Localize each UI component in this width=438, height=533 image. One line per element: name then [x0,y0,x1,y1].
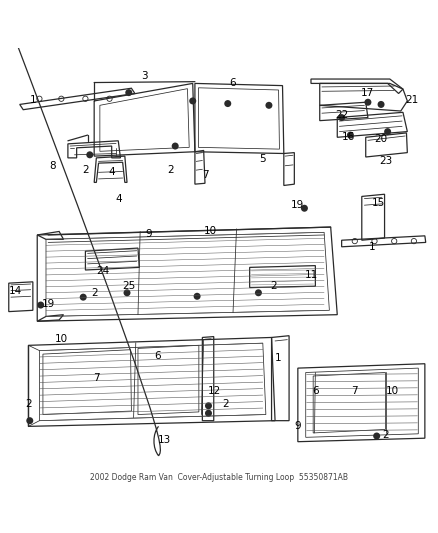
Text: 6: 6 [229,77,236,87]
Text: 6: 6 [154,351,161,361]
Circle shape [384,128,391,135]
Text: 23: 23 [379,156,392,166]
Text: 7: 7 [202,169,209,180]
Text: 4: 4 [108,167,115,177]
Text: 10: 10 [204,227,217,237]
Circle shape [124,289,131,296]
Text: 19: 19 [291,200,304,210]
Text: 16: 16 [342,132,355,142]
Text: 2: 2 [382,430,389,440]
Circle shape [37,302,44,309]
Text: 9: 9 [145,229,152,239]
Text: 10: 10 [385,386,399,397]
Text: 8: 8 [49,161,56,171]
Circle shape [26,417,33,424]
Circle shape [205,410,212,417]
Text: 2002 Dodge Ram Van  Cover-Adjustable Turning Loop  55350871AB: 2002 Dodge Ram Van Cover-Adjustable Turn… [90,473,348,482]
Text: 5: 5 [259,154,266,164]
Text: 2: 2 [167,165,174,175]
Circle shape [172,142,179,150]
Text: 25: 25 [123,281,136,291]
Text: 24: 24 [96,266,110,276]
Circle shape [338,114,345,121]
Circle shape [80,294,87,301]
Text: 19: 19 [42,298,55,309]
Circle shape [347,132,354,139]
Text: 1: 1 [29,95,36,105]
Text: 1: 1 [369,242,376,252]
Circle shape [224,100,231,107]
Text: 7: 7 [351,386,358,397]
Text: 1: 1 [275,353,282,364]
Text: 6: 6 [312,386,319,397]
Circle shape [378,101,385,108]
Text: 3: 3 [141,71,148,81]
Text: 11: 11 [304,270,318,280]
Circle shape [265,102,272,109]
Circle shape [364,99,371,106]
Text: 2: 2 [91,288,98,298]
Text: 10: 10 [55,334,68,344]
Text: 22: 22 [335,110,348,120]
Text: 20: 20 [374,134,388,144]
Circle shape [86,151,93,158]
Text: 2: 2 [270,281,277,291]
Text: 2: 2 [222,399,229,409]
Text: 4: 4 [115,193,122,204]
Text: 7: 7 [93,373,100,383]
Circle shape [189,98,196,104]
Text: 12: 12 [208,386,221,397]
Text: 17: 17 [361,88,374,99]
Circle shape [125,89,132,96]
Circle shape [194,293,201,300]
Text: 14: 14 [9,286,22,296]
Circle shape [255,289,262,296]
Circle shape [373,432,380,440]
Text: 15: 15 [372,198,385,208]
Text: 2: 2 [82,165,89,175]
Circle shape [301,205,308,212]
Text: 9: 9 [294,422,301,431]
Text: 21: 21 [405,95,418,105]
Text: 2: 2 [25,399,32,409]
Circle shape [205,402,212,409]
Text: 13: 13 [158,434,171,445]
